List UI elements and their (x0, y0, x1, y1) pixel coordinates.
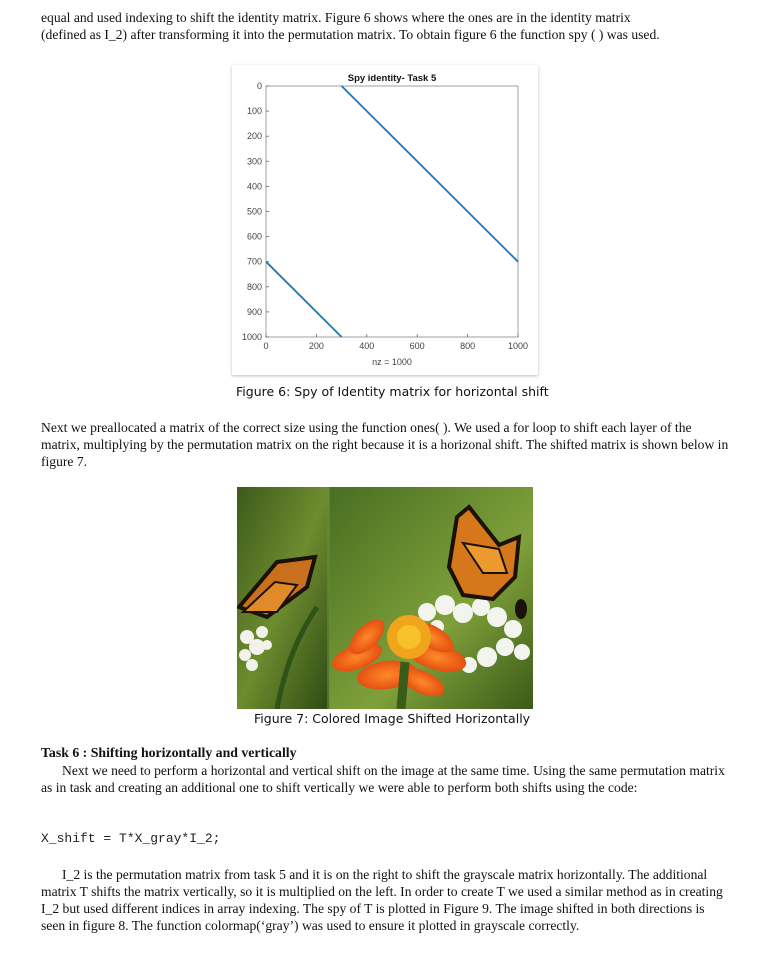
y-tick-label: 700 (247, 257, 262, 267)
x-tick-label: 200 (309, 341, 324, 351)
y-tick-label: 1000 (242, 332, 262, 342)
final-paragraph: I_2 is the permutation matrix from task … (41, 867, 723, 933)
x-tick-label: 0 (263, 341, 268, 351)
chart-title: Spy identity- Task 5 (348, 73, 437, 84)
y-tick-label: 300 (247, 156, 262, 166)
x-tick-label: 600 (410, 341, 425, 351)
spy-figure: Spy identity- Task 5 0 100 200 300 400 500 600… (232, 65, 538, 375)
intro-line-2: (defined as I_2) after transforming it i… (41, 27, 660, 42)
series-lines (265, 85, 519, 338)
figure7-caption: Figure 7: Colored Image Shifted Horizont… (254, 711, 531, 726)
task6-heading: Task 6 : Shifting horizontally and verti… (41, 745, 297, 760)
x-tick-label: 800 (460, 341, 475, 351)
y-tick-label: 900 (247, 307, 262, 317)
y-tick-label: 100 (247, 106, 262, 116)
x-axis-label: nz = 1000 (372, 357, 412, 367)
spy-series-line (340, 85, 519, 263)
intro-line-1: equal and used indexing to shift the ide… (41, 10, 631, 25)
y-axis: 0 100 200 300 400 500 600 700 800 900 1000 (242, 81, 269, 342)
y-tick-label: 600 (247, 232, 262, 242)
spy-series-line (265, 261, 343, 338)
figure6-caption: Figure 6: Spy of Identity matrix for hor… (236, 384, 549, 399)
y-tick-label: 500 (247, 207, 262, 217)
y-tick-label: 200 (247, 131, 262, 141)
x-tick-label: 400 (359, 341, 374, 351)
y-tick-label: 0 (257, 81, 262, 91)
x-tick-label: 1000 (508, 341, 528, 351)
prealloc-paragraph: Next we preallocated a matrix of the cor… (41, 420, 729, 469)
task6-paragraph: Next we need to perform a horizontal and… (41, 763, 725, 795)
y-tick-label: 800 (247, 282, 262, 292)
code-line: X_shift = T*X_gray*I_2; (41, 831, 221, 846)
intro-paragraph: equal and used indexing to shift the ide… (41, 9, 731, 43)
x-axis: 0 200 400 600 800 1000 (263, 334, 528, 351)
spy-chart: Spy identity- Task 5 0 100 200 300 400 500 600… (242, 73, 528, 367)
plot-area (265, 85, 519, 338)
butterfly-photo (237, 487, 533, 709)
y-tick-label: 400 (247, 181, 262, 191)
